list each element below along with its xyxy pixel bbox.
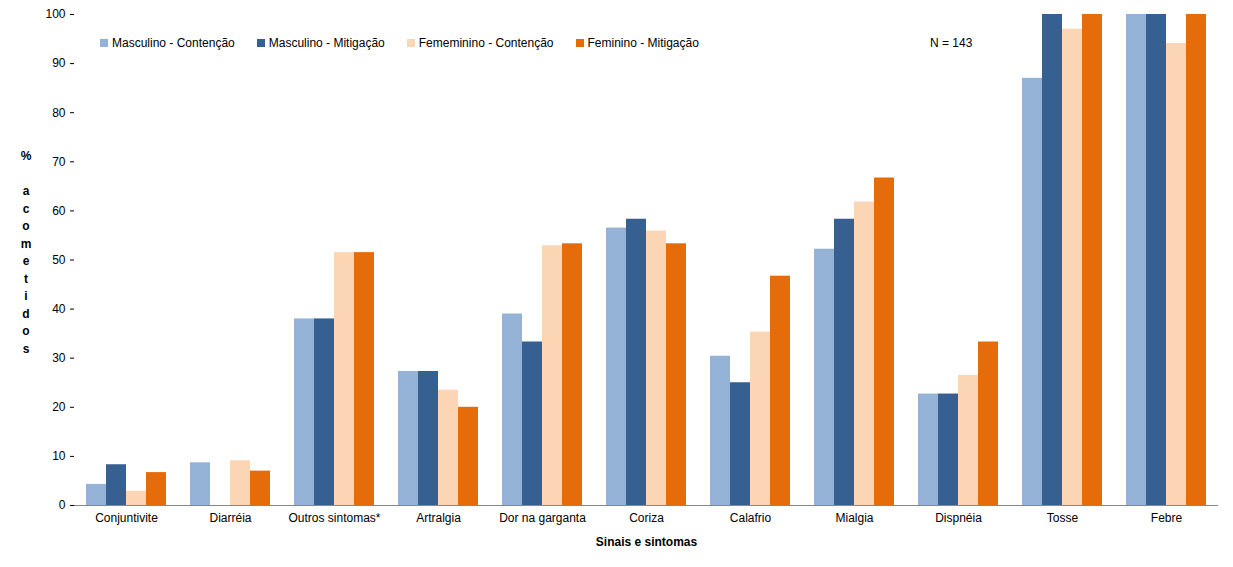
- svg-text:Dor na garganta: Dor na garganta: [499, 511, 586, 525]
- svg-text:50: 50: [52, 253, 66, 267]
- svg-text:Febre: Febre: [1151, 511, 1183, 525]
- html-text:c: c: [22, 201, 30, 216]
- html-text:e: e: [22, 254, 30, 268]
- svg-text:Outros sintomas*: Outros sintomas*: [288, 511, 380, 525]
- svg-text:60: 60: [52, 204, 66, 218]
- svg-text:30: 30: [52, 351, 66, 365]
- svg-text:0: 0: [59, 498, 66, 512]
- html-text:i: i: [24, 289, 28, 303]
- svg-text:90: 90: [52, 56, 66, 70]
- html-text:m: m: [20, 236, 32, 251]
- svg-text:Artralgia: Artralgia: [416, 511, 461, 525]
- svg-text:80: 80: [52, 106, 66, 120]
- svg-text:20: 20: [52, 400, 66, 414]
- html-text:a: a: [22, 184, 30, 198]
- html-text:t: t: [24, 271, 28, 286]
- svg-text:Dispnéia: Dispnéia: [935, 511, 982, 525]
- html-text:o: o: [22, 324, 30, 338]
- svg-text:70: 70: [52, 155, 66, 169]
- svg-text:100: 100: [45, 7, 65, 21]
- html-text:N = 143: N = 143: [930, 36, 973, 50]
- html-text:s: s: [22, 341, 30, 356]
- svg-text:Mialgia: Mialgia: [835, 511, 873, 525]
- svg-text:10: 10: [52, 449, 66, 463]
- html-text:Masculino - Mitigação: Masculino - Mitigação: [268, 36, 385, 50]
- html-text:d: d: [22, 306, 30, 321]
- svg-text:Tosse: Tosse: [1047, 511, 1079, 525]
- svg-text:Coriza: Coriza: [629, 511, 664, 525]
- html-text:Feminino - Mitigação: Feminino - Mitigação: [587, 36, 699, 50]
- html-text:o: o: [22, 219, 30, 233]
- svg-text:Conjuntivite: Conjuntivite: [95, 511, 158, 525]
- svg-text:Calafrio: Calafrio: [730, 511, 772, 525]
- html-text:Fememinino - Contenção: Fememinino - Contenção: [418, 36, 554, 50]
- svg-text:Diarréia: Diarréia: [209, 511, 251, 525]
- html-text:Masculino - Contenção: Masculino - Contenção: [112, 36, 235, 50]
- svg-text:Sinais e sintomas: Sinais e sintomas: [596, 535, 698, 549]
- svg-text:40: 40: [52, 302, 66, 316]
